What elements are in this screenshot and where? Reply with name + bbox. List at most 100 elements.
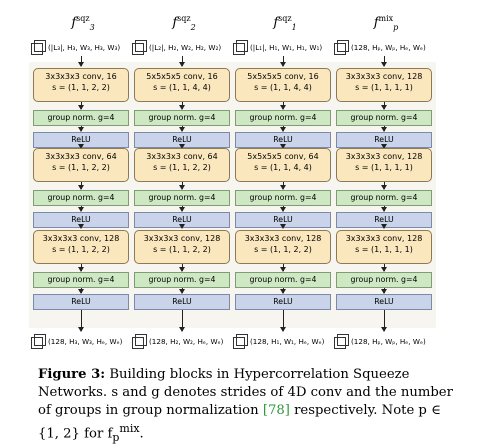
column-f3sqz-conv-block-1: 3x3x3x3 conv, 16 s = (1, 1, 2, 2) bbox=[33, 68, 129, 102]
flow-arrow bbox=[78, 102, 84, 110]
flow-arrow bbox=[179, 206, 185, 212]
tensor-shape-label: (128, H₂, W₂, Hₑ, Wₑ) bbox=[149, 336, 224, 346]
column-f3sqz-output-shape: (128, H₃, W₃, Hₑ, Wₑ) bbox=[31, 334, 123, 349]
flow-arrow bbox=[179, 310, 185, 332]
flow-arrow bbox=[381, 310, 387, 332]
conv-label: 5x5x5x5 conv, 64 bbox=[247, 152, 319, 161]
flow-arrow bbox=[280, 206, 286, 212]
flow-arrow bbox=[179, 264, 185, 272]
tensor-cube-icon bbox=[233, 40, 248, 55]
conv-stride: s = (1, 1, 2, 2) bbox=[52, 245, 110, 254]
flow-arrow bbox=[381, 56, 387, 67]
heading-sub: 3 bbox=[89, 22, 95, 32]
column-f1sqz-conv-block-3: 3x3x3x3 conv, 128 s = (1, 1, 2, 2) bbox=[235, 230, 331, 264]
column-fpmix-output-shape: (128, Hₚ, Wₚ, Hₑ, Wₑ) bbox=[334, 334, 426, 349]
tensor-shape-label: (128, Hₚ, Wₚ, Hₑ, Wₑ) bbox=[351, 336, 426, 346]
caption-reference[interactable]: [78] bbox=[262, 403, 290, 418]
column-f1sqz-conv-block-2: 5x5x5x5 conv, 64 s = (1, 1, 4, 4) bbox=[235, 148, 331, 182]
flow-arrow bbox=[78, 56, 84, 67]
flow-arrow bbox=[280, 288, 286, 294]
flow-arrow bbox=[381, 264, 387, 272]
conv-stride: s = (1, 1, 4, 4) bbox=[254, 163, 312, 172]
flow-arrow bbox=[78, 206, 84, 212]
conv-stride: s = (1, 1, 4, 4) bbox=[254, 83, 312, 92]
conv-label: 5x5x5x5 conv, 16 bbox=[146, 72, 218, 81]
conv-stride: s = (1, 1, 1, 1) bbox=[355, 245, 413, 254]
column-f2sqz-heading: fsqz2 bbox=[134, 14, 234, 32]
conv-stride: s = (1, 1, 2, 2) bbox=[52, 163, 110, 172]
heading-base: f bbox=[373, 15, 379, 31]
conv-label: 3x3x3x3 conv, 128 bbox=[143, 234, 221, 243]
column-fpmix-conv-block-3: 3x3x3x3 conv, 128 s = (1, 1, 1, 1) bbox=[336, 230, 432, 264]
tensor-shape-label: (|L₃|, H₃, W₃, H₃, W₃) bbox=[48, 42, 121, 52]
conv-label: 3x3x3x3 conv, 128 bbox=[42, 234, 120, 243]
column-f3sqz-relu-3: ReLU bbox=[33, 294, 129, 310]
flow-arrow bbox=[179, 126, 185, 132]
flow-arrow bbox=[179, 56, 185, 67]
column-fpmix-input-shape: (128, Hₚ, Wₚ, Hₑ, Wₑ) bbox=[334, 40, 426, 55]
flow-arrow bbox=[179, 182, 185, 190]
tensor-shape-label: (128, Hₚ, Wₚ, Hₑ, Wₑ) bbox=[351, 42, 426, 52]
heading-sub: p bbox=[393, 22, 399, 32]
flow-arrow bbox=[381, 182, 387, 190]
caption-sup: mix bbox=[119, 422, 140, 435]
column-fpmix-group-norm-2: group norm. g=4 bbox=[336, 190, 432, 206]
column-f3sqz-heading: fsqz3 bbox=[33, 14, 133, 32]
heading-base: f bbox=[71, 15, 77, 31]
column-f3sqz-group-norm-3: group norm. g=4 bbox=[33, 272, 129, 288]
tensor-cube-icon bbox=[132, 334, 147, 349]
column-f2sqz-group-norm-3: group norm. g=4 bbox=[134, 272, 230, 288]
column-f1sqz-output-shape: (128, H₁, W₁, Hₑ, Wₑ) bbox=[233, 334, 325, 349]
heading-base: f bbox=[172, 15, 178, 31]
column-f2sqz-group-norm-2: group norm. g=4 bbox=[134, 190, 230, 206]
column-f2sqz-conv-block-2: 3x3x3x3 conv, 64 s = (1, 1, 2, 2) bbox=[134, 148, 230, 182]
column-f1sqz-group-norm-1: group norm. g=4 bbox=[235, 110, 331, 126]
column-fpmix-group-norm-3: group norm. g=4 bbox=[336, 272, 432, 288]
caption-label: Figure 3: bbox=[38, 367, 106, 382]
flow-arrow bbox=[78, 288, 84, 294]
column-f2sqz-conv-block-3: 3x3x3x3 conv, 128 s = (1, 1, 2, 2) bbox=[134, 230, 230, 264]
flow-arrow bbox=[280, 56, 286, 67]
tensor-shape-label: (128, H₃, W₃, Hₑ, Wₑ) bbox=[48, 336, 123, 346]
column-f3sqz-group-norm-1: group norm. g=4 bbox=[33, 110, 129, 126]
flow-arrow bbox=[280, 126, 286, 132]
flow-arrow bbox=[381, 102, 387, 110]
heading-sup: sqz bbox=[76, 14, 90, 23]
flow-arrow bbox=[179, 288, 185, 294]
column-f2sqz-output-shape: (128, H₂, W₂, Hₑ, Wₑ) bbox=[132, 334, 224, 349]
conv-label: 3x3x3x3 conv, 64 bbox=[45, 152, 117, 161]
conv-label: 5x5x5x5 conv, 16 bbox=[247, 72, 319, 81]
conv-label: 3x3x3x3 conv, 128 bbox=[244, 234, 322, 243]
flow-arrow bbox=[280, 102, 286, 110]
flow-arrow bbox=[78, 182, 84, 190]
heading-sup: sqz bbox=[177, 14, 191, 23]
conv-label: 3x3x3x3 conv, 16 bbox=[45, 72, 117, 81]
heading-sub: 1 bbox=[291, 22, 297, 32]
column-f2sqz-conv-block-1: 5x5x5x5 conv, 16 s = (1, 1, 4, 4) bbox=[134, 68, 230, 102]
tensor-cube-icon bbox=[132, 40, 147, 55]
tensor-shape-label: (128, H₁, W₁, Hₑ, Wₑ) bbox=[250, 336, 325, 346]
conv-stride: s = (1, 1, 2, 2) bbox=[153, 245, 211, 254]
heading-sup: sqz bbox=[278, 14, 292, 23]
conv-stride: s = (1, 1, 1, 1) bbox=[355, 83, 413, 92]
heading-base: f bbox=[273, 15, 279, 31]
flow-arrow bbox=[280, 182, 286, 190]
flow-arrow bbox=[179, 102, 185, 110]
conv-label: 3x3x3x3 conv, 64 bbox=[146, 152, 218, 161]
column-f1sqz-relu-3: ReLU bbox=[235, 294, 331, 310]
column-fpmix-relu-3: ReLU bbox=[336, 294, 432, 310]
caption-end: . bbox=[139, 426, 144, 442]
conv-label: 3x3x3x3 conv, 128 bbox=[345, 72, 423, 81]
column-f1sqz-group-norm-3: group norm. g=4 bbox=[235, 272, 331, 288]
flow-arrow bbox=[381, 288, 387, 294]
flow-arrow bbox=[381, 206, 387, 212]
caption-text-2: respectively. Note p ∈ {1, 2} for f bbox=[38, 403, 441, 442]
tensor-cube-icon bbox=[31, 334, 46, 349]
conv-label: 3x3x3x3 conv, 128 bbox=[345, 152, 423, 161]
flow-arrow bbox=[78, 310, 84, 332]
column-f1sqz-group-norm-2: group norm. g=4 bbox=[235, 190, 331, 206]
column-f2sqz-group-norm-1: group norm. g=4 bbox=[134, 110, 230, 126]
tensor-shape-label: (|L₁|, H₁, W₁, H₁, W₁) bbox=[250, 42, 323, 52]
tensor-shape-label: (|L₂|, H₂, W₂, H₂, W₂) bbox=[149, 42, 222, 52]
conv-label: 3x3x3x3 conv, 128 bbox=[345, 234, 423, 243]
